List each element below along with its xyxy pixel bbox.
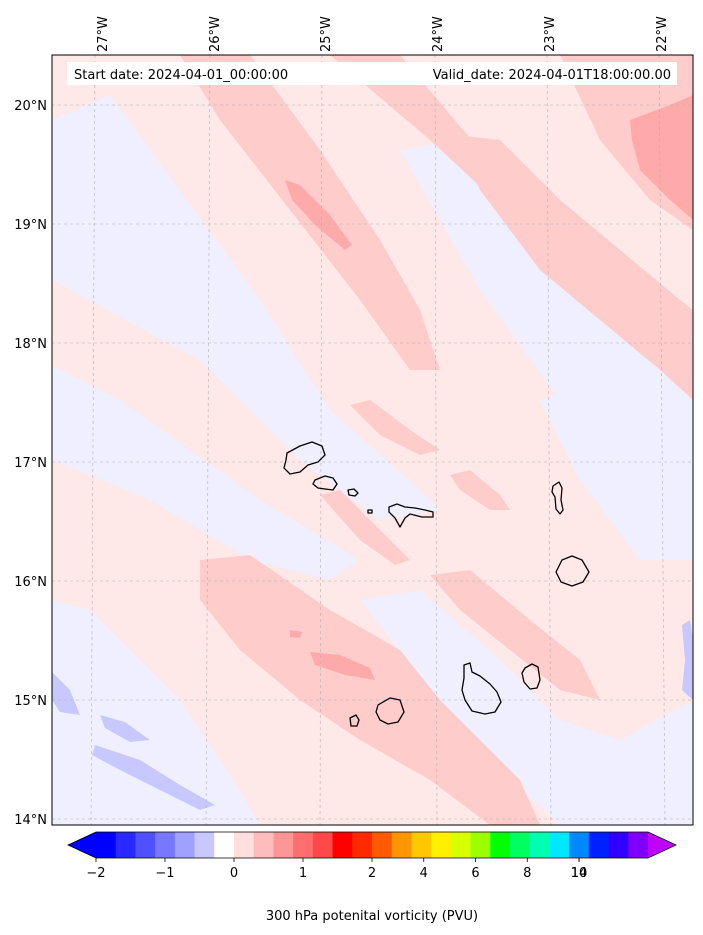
island-brava	[349, 714, 360, 727]
island-sao-nicolau	[388, 503, 434, 528]
lat-tick-label: 16°N	[14, 575, 47, 590]
colorbar-cell	[569, 832, 590, 858]
graticule	[52, 54, 693, 826]
map-frame	[51, 54, 694, 826]
colorbar-cell	[293, 832, 314, 858]
colorbar-cell	[450, 832, 471, 858]
pv-positive-band	[320, 490, 410, 565]
pv-positive-patch	[310, 652, 375, 680]
colorbar-cells	[96, 832, 649, 858]
pv-positive-band	[450, 470, 510, 510]
lat-tick-label: 17°N	[14, 456, 47, 471]
colorbar-cell	[174, 832, 195, 858]
colorbar-tick-label: −1	[155, 866, 174, 881]
pv-negative-patch	[52, 672, 80, 715]
colorbar-cell	[352, 832, 373, 858]
lat-tick-label: 20°N	[14, 99, 47, 114]
colorbar-cell	[391, 832, 412, 858]
colorbar-tick-label: −2	[86, 866, 105, 881]
pv-positive-band	[350, 400, 440, 455]
colorbar-tick-label: 0	[230, 866, 238, 881]
pv-positive-band	[200, 555, 540, 825]
lat-tick-label: 19°N	[14, 218, 47, 233]
pv-negative-band	[52, 600, 260, 825]
colorbar-cell	[529, 832, 550, 858]
colorbar-cell	[549, 832, 570, 858]
colorbar-cell	[273, 832, 294, 858]
island-sal	[551, 481, 564, 515]
pv-negative-band	[52, 95, 440, 520]
longitude-labels: 27°W 26°W 25°W 24°W 23°W 22°W	[96, 16, 670, 52]
pv-positive-patch	[290, 630, 302, 638]
colorbar-cell	[431, 832, 452, 858]
pv-negative-band	[52, 365, 360, 580]
colorbar-tick-label: 2	[368, 866, 376, 881]
colorbar-cell	[588, 832, 609, 858]
colorbar-cell	[214, 832, 235, 858]
latitude-labels: 20°N 19°N 18°N 17°N 16°N 15°N 14°N	[14, 99, 47, 828]
pv-positive-band	[430, 570, 600, 700]
pv-negative-band	[540, 380, 693, 560]
pv-negative-patch	[682, 620, 693, 700]
pv-positive-patch	[630, 95, 693, 220]
colorbar-extend-left	[68, 832, 96, 858]
colorbar-cell	[96, 832, 117, 858]
info-bar: Start date: 2024-04-01_00:00:00 Valid_da…	[67, 62, 677, 85]
colorbar-cell	[332, 832, 353, 858]
colorbar-tick-label: 1	[299, 866, 307, 881]
colorbar-cell	[135, 832, 156, 858]
colorbar-tick-label: 8	[523, 866, 531, 881]
lat-tick-label: 18°N	[14, 337, 47, 352]
lon-tick-label: 26°W	[208, 16, 223, 52]
pv-negative-patch	[100, 715, 150, 742]
island-boa-vista	[555, 555, 590, 587]
coastlines	[283, 441, 590, 727]
colorbar-cell	[470, 832, 491, 858]
colorbar-tick-label: 14	[571, 866, 588, 881]
valid-date-label: Valid_date: 2024-04-01T18:00:00.00	[433, 68, 671, 83]
colorbar-cell	[115, 832, 136, 858]
island-sao-vicente	[312, 475, 338, 491]
lat-tick-label: 14°N	[14, 813, 47, 828]
colorbar-cell	[490, 832, 511, 858]
colorbar-label: 300 hPa potenital vorticity (PVU)	[266, 909, 478, 924]
island-santa-luzia	[347, 488, 359, 497]
island-maio	[521, 663, 541, 690]
lon-tick-label: 22°W	[655, 16, 670, 52]
colorbar-cell	[411, 832, 432, 858]
island-santo-antao	[283, 441, 326, 475]
colorbar-cell	[608, 832, 629, 858]
colorbar-cell	[155, 832, 176, 858]
island-fogo	[375, 697, 405, 725]
pv-positive-patch	[285, 180, 352, 250]
colorbar-cell	[312, 832, 333, 858]
colorbar-cell	[628, 832, 649, 858]
lon-tick-label: 27°W	[96, 16, 111, 52]
pv-negative-patch	[92, 745, 215, 810]
colorbar-cell	[372, 832, 393, 858]
pv-field	[52, 55, 693, 825]
pv-negative-band	[360, 590, 693, 825]
lon-tick-label: 23°W	[543, 16, 558, 52]
info-bar-background	[67, 62, 677, 85]
pv-positive-band	[455, 135, 693, 400]
lon-tick-label: 25°W	[319, 16, 334, 52]
colorbar-cell	[234, 832, 255, 858]
lon-tick-label: 24°W	[431, 16, 446, 52]
colorbar-cell	[253, 832, 274, 858]
lat-tick-label: 15°N	[14, 694, 47, 709]
colorbar-tick-label: 10	[571, 866, 588, 881]
colorbar-cell	[194, 832, 215, 858]
colorbar-extend-right	[648, 832, 676, 858]
island-santiago	[461, 662, 502, 715]
colorbar-tick-label: 4	[420, 866, 428, 881]
start-date-label: Start date: 2024-04-01_00:00:00	[74, 68, 288, 83]
colorbar-cell	[510, 832, 531, 858]
colorbar-tick-label: 6	[471, 866, 479, 881]
island-raso	[367, 509, 373, 514]
